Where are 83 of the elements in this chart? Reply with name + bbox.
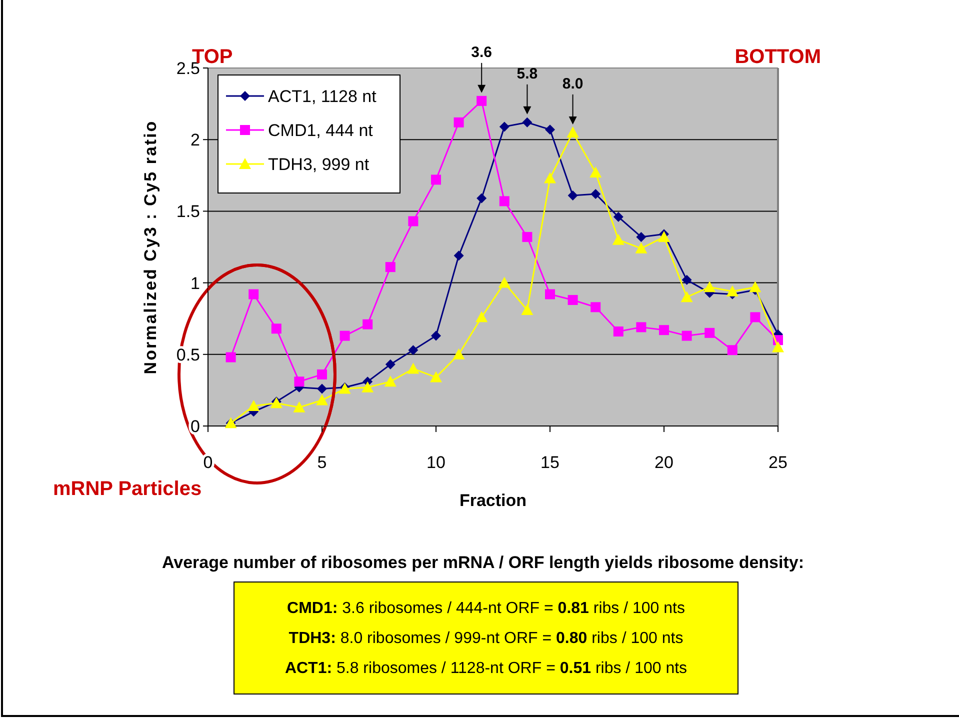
x-tick-label: 20 xyxy=(654,453,674,472)
point xyxy=(431,174,441,185)
point xyxy=(590,166,602,178)
legend-label: CMD1, 444 nt xyxy=(268,121,374,140)
point xyxy=(704,328,715,338)
point xyxy=(566,126,579,138)
point xyxy=(680,291,693,302)
point xyxy=(498,276,510,288)
text: Average number of ribosomes per mRNA / ORF length yields ribosome density: xyxy=(162,553,804,572)
point xyxy=(772,341,784,352)
point xyxy=(248,289,259,300)
point xyxy=(499,196,510,206)
point xyxy=(750,312,760,322)
point xyxy=(294,376,304,387)
point xyxy=(499,122,510,132)
point xyxy=(226,352,236,362)
point xyxy=(452,348,465,360)
point xyxy=(454,117,464,128)
point xyxy=(408,345,418,356)
point xyxy=(521,304,534,316)
point xyxy=(248,400,260,411)
x-tick-label: 15 xyxy=(540,453,560,472)
y-tick-label: 2 xyxy=(190,130,200,150)
point xyxy=(385,359,396,370)
point xyxy=(636,322,646,332)
point xyxy=(454,250,464,261)
text: mRNP Particles xyxy=(53,478,202,500)
point xyxy=(590,302,601,312)
annotation: 8.0 xyxy=(562,75,584,92)
point xyxy=(636,232,646,242)
point xyxy=(476,311,488,322)
point xyxy=(545,289,555,300)
point xyxy=(271,324,282,334)
point xyxy=(568,294,578,305)
point xyxy=(384,376,396,387)
point xyxy=(362,381,374,392)
point xyxy=(522,117,532,128)
point xyxy=(430,371,442,382)
point xyxy=(317,384,327,394)
point xyxy=(476,193,487,204)
text: CMD1: 3.6 ribosomes / 444-nt ORF = 0.81 ribs / 100 nts xyxy=(287,600,685,617)
point xyxy=(544,172,556,184)
point xyxy=(362,319,373,330)
point xyxy=(613,212,624,222)
point xyxy=(545,124,555,135)
y-tick-label: 0 xyxy=(190,417,200,436)
point xyxy=(590,189,601,200)
point xyxy=(385,262,396,272)
point xyxy=(726,285,738,296)
point xyxy=(317,369,327,380)
point xyxy=(431,330,441,341)
annotation: BOTTOM xyxy=(734,46,821,68)
point xyxy=(613,326,624,336)
annotation: 3.6 xyxy=(471,44,492,61)
x-axis-title: Fraction xyxy=(459,491,527,510)
point xyxy=(704,281,716,292)
point xyxy=(340,330,350,341)
annotation: 5.8 xyxy=(516,65,538,82)
y-axis-title: Normalized Cy3 : Cy5 ratio xyxy=(141,120,160,374)
point xyxy=(659,325,669,336)
text: ACT1: 5.8 ribosomes / 1128-nt ORF = 0.51 ribs / 100 nts xyxy=(284,660,688,677)
point xyxy=(682,330,692,341)
point xyxy=(293,401,306,412)
point xyxy=(476,96,487,106)
point xyxy=(727,345,738,356)
point xyxy=(316,394,328,406)
point xyxy=(635,242,648,254)
x-tick-label: 25 xyxy=(768,453,788,472)
y-tick-label: 1 xyxy=(190,274,200,293)
point xyxy=(612,234,624,245)
x-tick-label: 5 xyxy=(317,453,327,472)
text: TDH3: 8.0 ribosomes / 999-nt ORF = 0.80 ribs / 100 nts xyxy=(288,630,684,647)
y-tick-label: 1.5 xyxy=(176,202,200,222)
point xyxy=(568,190,578,200)
legend-label: ACT1, 1128 nt xyxy=(268,87,377,106)
x-tick-label: 10 xyxy=(426,453,446,472)
point xyxy=(749,281,762,292)
point xyxy=(407,362,420,374)
point xyxy=(682,274,692,285)
point xyxy=(522,232,532,242)
point xyxy=(658,230,670,242)
legend-label: TDH3, 999 nt xyxy=(268,155,370,174)
point xyxy=(408,216,418,226)
